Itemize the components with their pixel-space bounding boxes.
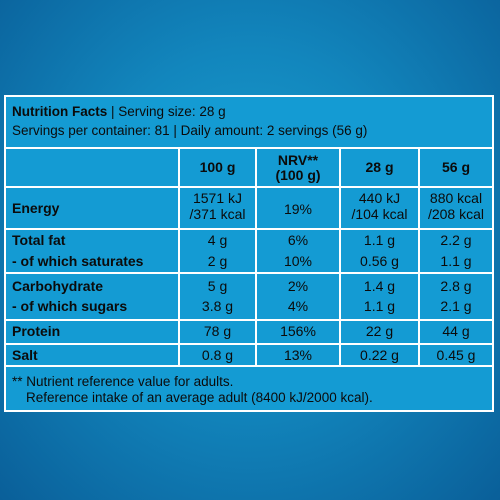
sugars-nrv: 4% [287,298,309,314]
sugars-28g: 1.1 g [363,298,396,314]
protein-100g: 78 g [203,323,232,339]
energy-28g-kcal: /104 kcal [351,206,408,222]
nutrition-panel: Nutrition Facts | Serving size: 28 g Ser… [4,95,494,412]
fat-56g: 2.2 g [440,232,472,248]
salt-nrv: 13% [283,347,313,363]
row-label-total-fat: Total fat [12,232,66,248]
carb-100g: 5 g [207,278,228,294]
column-divider [255,147,257,367]
sugars-100g: 3.8 g [201,298,234,314]
energy-56g-kcal: 880 kcal [429,190,483,206]
saturates-nrv: 10% [283,253,313,269]
sugars-56g: 2.1 g [440,298,472,314]
nutrition-facts-title: Nutrition Facts [12,104,108,119]
carb-28g: 1.4 g [363,278,396,294]
row-divider [6,365,492,367]
servings-line: Servings per container: 81 | Daily amoun… [12,123,368,138]
carb-56g: 2.8 g [440,278,472,294]
row-label-salt: Salt [12,347,38,363]
column-divider [178,147,180,367]
row-label-energy: Energy [12,200,60,216]
saturates-100g: 2 g [207,253,228,269]
energy-100g-kj: 1571 kJ [192,190,243,206]
saturates-28g: 0.56 g [360,253,399,269]
column-divider [339,147,341,367]
serving-size: | Serving size: 28 g [111,104,226,119]
salt-100g: 0.8 g [201,347,234,363]
row-divider [6,272,492,274]
fat-nrv: 6% [287,232,309,248]
panel-header: Nutrition Facts | Serving size: 28 g Ser… [6,97,492,149]
row-divider [6,319,492,321]
row-label-sugars: - of which sugars [12,298,128,314]
fat-28g: 1.1 g [363,232,396,248]
col-header-nrv-unit: (100 g) [275,167,321,183]
energy-56g-kcal-2: /208 kcal [427,206,485,222]
row-divider [6,186,492,188]
row-label-protein: Protein [12,323,61,339]
column-divider [418,147,420,367]
protein-28g: 22 g [365,323,394,339]
footnote-nrv: ** Nutrient reference value for adults. [12,374,234,389]
col-header-56g: 56 g [441,159,470,175]
row-divider [6,343,492,345]
header-line-1: Nutrition Facts | Serving size: 28 g [12,104,226,119]
protein-56g: 44 g [442,323,470,339]
saturates-56g: 1.1 g [440,253,472,269]
energy-100g-kcal: /371 kcal [189,206,246,222]
energy-nrv: 19% [283,201,313,217]
salt-28g: 0.22 g [360,347,399,363]
col-header-100g: 100 g [199,159,236,175]
carb-nrv: 2% [287,278,309,294]
fat-100g: 4 g [207,232,228,248]
protein-nrv: 156% [280,323,316,339]
col-header-28g: 28 g [365,159,394,175]
row-divider [6,228,492,230]
energy-28g-kj: 440 kJ [358,190,401,206]
row-label-saturates: - of which saturates [12,253,144,269]
row-label-carbohydrate: Carbohydrate [12,278,104,294]
col-header-nrv: NRV** [277,152,319,168]
salt-56g: 0.45 g [436,347,476,363]
footnote-reference-intake: Reference intake of an average adult (84… [26,390,373,405]
